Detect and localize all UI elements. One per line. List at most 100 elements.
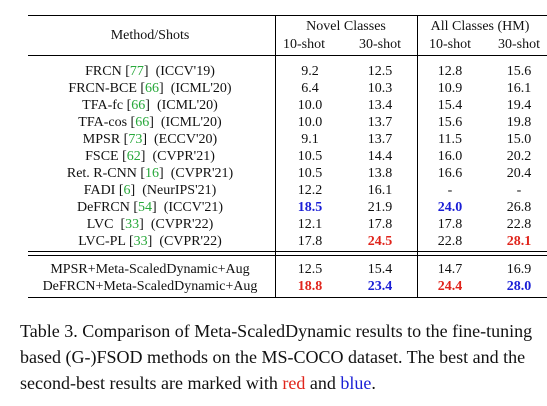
value-cell: 26.8: [506, 200, 532, 215]
value-cell: 19.4: [506, 98, 532, 113]
method-name: FRCN: [85, 64, 122, 79]
venue: (CVPR'22): [150, 217, 214, 232]
value-cell: 22.8: [437, 234, 463, 249]
method-name: FRCN-BCE: [68, 81, 137, 96]
value-cell: 16.0: [437, 149, 463, 164]
value-cell: 13.8: [367, 166, 393, 181]
method-name: MPSR+Meta-ScaledDynamic+Aug: [50, 262, 250, 277]
shot-header: 30-shot: [498, 37, 540, 52]
method-cell: LVC-PL [33] (CVPR'22): [78, 234, 222, 249]
citation-link[interactable]: 33: [133, 234, 148, 249]
value-cell: 16.1: [506, 81, 532, 96]
value-cell: 10.0: [297, 98, 323, 113]
value-cell-second-best: 23.4: [367, 279, 393, 294]
value-cell: 13.7: [367, 115, 393, 130]
value-cell: 10.5: [297, 149, 323, 164]
method-shots-header: Method/Shots: [110, 28, 190, 43]
value-cell: 22.8: [506, 217, 532, 232]
value-cell: 13.7: [367, 132, 393, 147]
citation-link[interactable]: 54: [138, 200, 153, 215]
value-cell: 12.1: [297, 217, 323, 232]
method-name: TFA-cos: [78, 115, 128, 130]
citation-link[interactable]: 66: [135, 115, 150, 130]
header-rule: [28, 55, 547, 56]
method-name: FSCE: [85, 149, 119, 164]
value-cell: 10.3: [367, 81, 393, 96]
all-classes-header: All Classes (HM): [430, 19, 530, 34]
group-rule-1: [28, 251, 547, 252]
group-rule-2: [28, 255, 547, 256]
value-cell: 10.9: [437, 81, 463, 96]
table-caption: Table 3. Comparison of Meta-ScaledDynami…: [20, 318, 535, 396]
value-cell: 12.2: [297, 183, 323, 198]
value-cell: 15.6: [437, 115, 463, 130]
value-cell: 19.8: [506, 115, 532, 130]
citation-link[interactable]: 33: [125, 217, 140, 232]
top-rule: [28, 15, 547, 16]
value-cell: 12.8: [437, 64, 463, 79]
method-cell: FADI [6] (NeurIPS'21): [83, 183, 217, 198]
value-cell: 6.4: [301, 81, 319, 96]
bottom-rule: [28, 297, 547, 298]
shot-header: 30-shot: [359, 37, 401, 52]
shot-header: 10-shot: [429, 37, 471, 52]
value-cell: 13.4: [367, 98, 393, 113]
venue: (ICML'20): [170, 81, 232, 96]
venue: (ICCV'19): [155, 64, 215, 79]
venue: (ICCV'21): [163, 200, 224, 215]
method-name: DeFRCN+Meta-ScaledDynamic+Aug: [42, 279, 258, 294]
value-cell: 20.4: [506, 166, 532, 181]
venue: (ICML'20): [160, 115, 222, 130]
citation-link[interactable]: 6: [123, 183, 131, 198]
citation-link[interactable]: 16: [145, 166, 160, 181]
method-cell: TFA-cos [66] (ICML'20): [78, 115, 222, 130]
value-cell: 17.8: [367, 217, 393, 232]
venue: (CVPR'22): [159, 234, 222, 249]
method-cell: FSCE [62] (CVPR'21): [85, 149, 215, 164]
value-cell: -: [516, 183, 522, 198]
value-cell-best: 28.1: [506, 234, 532, 249]
value-cell: 17.8: [437, 217, 463, 232]
col-separator-1: [275, 16, 276, 297]
value-cell: 20.2: [506, 149, 532, 164]
method-name: LVC: [86, 217, 114, 232]
value-cell-second-best: 24.0: [437, 200, 463, 215]
citation-link[interactable]: 62: [126, 149, 141, 164]
method-name: LVC-PL: [78, 234, 126, 249]
citation-link[interactable]: 66: [145, 81, 160, 96]
method-cell: FRCN-BCE [66] (ICML'20): [68, 81, 232, 96]
venue: (CVPR'21): [152, 149, 215, 164]
value-cell: 14.7: [437, 262, 463, 277]
method-cell: MPSR [73] (ECCV'20): [82, 132, 218, 147]
caption-and: and: [305, 373, 341, 393]
value-cell: 11.5: [438, 132, 462, 147]
value-cell: 10.5: [297, 166, 323, 181]
citation-link[interactable]: 73: [128, 132, 143, 147]
venue: (ICML'20): [156, 98, 218, 113]
shot-header: 10-shot: [283, 37, 325, 52]
citation-link[interactable]: 66: [131, 98, 146, 113]
value-cell: 14.4: [367, 149, 393, 164]
value-cell: 21.9: [367, 200, 393, 215]
caption-end: .: [371, 373, 376, 393]
caption-text: Table 3. Comparison of Meta-ScaledDynami…: [20, 321, 533, 393]
caption-red-word: red: [282, 373, 306, 393]
value-cell: 15.6: [506, 64, 532, 79]
citation-link[interactable]: 77: [129, 64, 144, 79]
novel-classes-header: Novel Classes: [306, 19, 386, 34]
method-cell: TFA-fc [66] (ICML'20): [82, 98, 218, 113]
value-cell-second-best: 28.0: [506, 279, 532, 294]
method-cell: FRCN [77] (ICCV'19): [85, 64, 215, 79]
method-cell: Ret. R-CNN [16] (CVPR'21): [66, 166, 234, 181]
method-cell: DeFRCN [54] (ICCV'21): [76, 200, 224, 215]
caption-blue-word: blue: [340, 373, 372, 393]
method-name: FADI: [83, 183, 116, 198]
value-cell: 17.8: [297, 234, 323, 249]
value-cell-best: 24.5: [367, 234, 393, 249]
venue: (ECCV'20): [154, 132, 218, 147]
value-cell-second-best: 18.5: [297, 200, 323, 215]
value-cell: 10.0: [297, 115, 323, 130]
method-name: DeFRCN: [76, 200, 130, 215]
method-name: Ret. R-CNN: [66, 166, 137, 181]
value-cell: 16.9: [506, 262, 532, 277]
